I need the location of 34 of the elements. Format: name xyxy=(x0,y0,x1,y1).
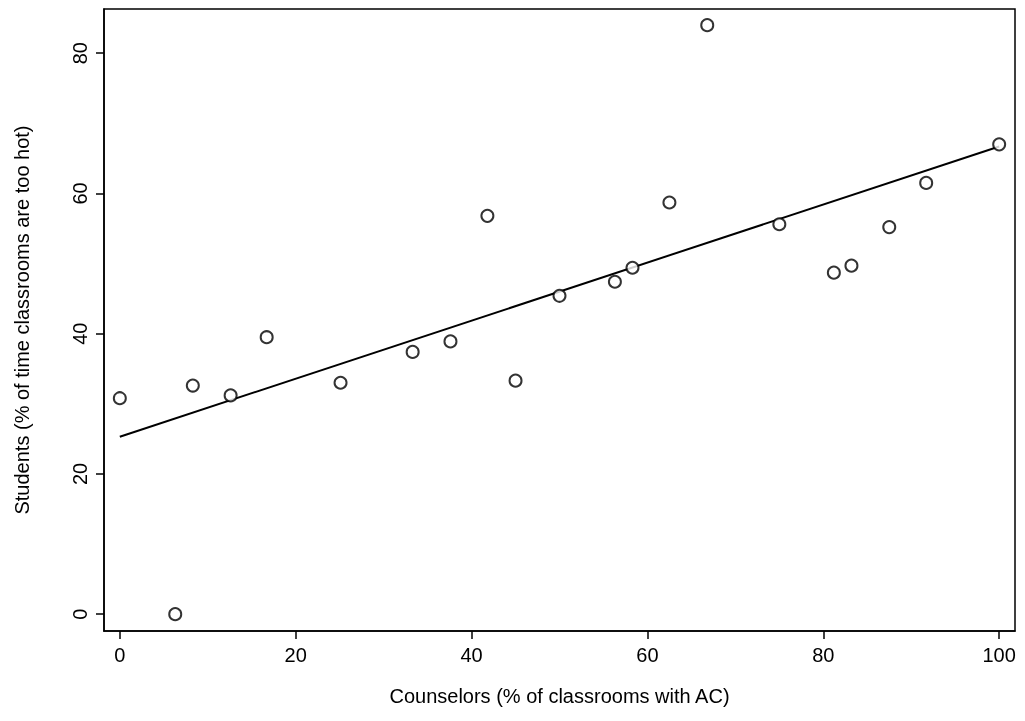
point xyxy=(662,195,677,210)
point xyxy=(700,18,715,33)
y-tick-label: 0 xyxy=(69,608,91,620)
point xyxy=(185,378,200,393)
point xyxy=(992,137,1007,152)
y-tick-label: 20 xyxy=(69,462,91,486)
point xyxy=(826,265,841,280)
point xyxy=(882,220,897,235)
x-tick-label: 60 xyxy=(636,644,659,666)
y-tick-label: 60 xyxy=(69,182,91,205)
point xyxy=(405,344,420,359)
point xyxy=(223,388,238,403)
point xyxy=(480,208,495,223)
point xyxy=(844,258,859,273)
point xyxy=(919,175,934,190)
y-tick-label: 40 xyxy=(69,322,91,345)
point xyxy=(112,391,127,406)
point xyxy=(443,334,458,349)
x-tick-label: 80 xyxy=(812,644,835,666)
point xyxy=(625,260,640,275)
x-tick-label: 20 xyxy=(284,644,307,666)
point xyxy=(772,217,787,232)
point xyxy=(168,607,183,622)
x-axis-title: Counselors (% of classrooms with AC) xyxy=(389,685,730,707)
point xyxy=(607,274,622,289)
x-tick-label: 100 xyxy=(982,644,1016,666)
point xyxy=(333,375,348,390)
x-tick-label: 0 xyxy=(114,644,126,666)
point xyxy=(508,373,523,388)
point xyxy=(259,330,274,345)
point xyxy=(552,288,567,303)
x-tick-label: 40 xyxy=(460,644,483,666)
y-axis-title: Students (% of time classrooms are too hot) xyxy=(11,125,33,515)
y-tick-label: 80 xyxy=(69,42,91,65)
